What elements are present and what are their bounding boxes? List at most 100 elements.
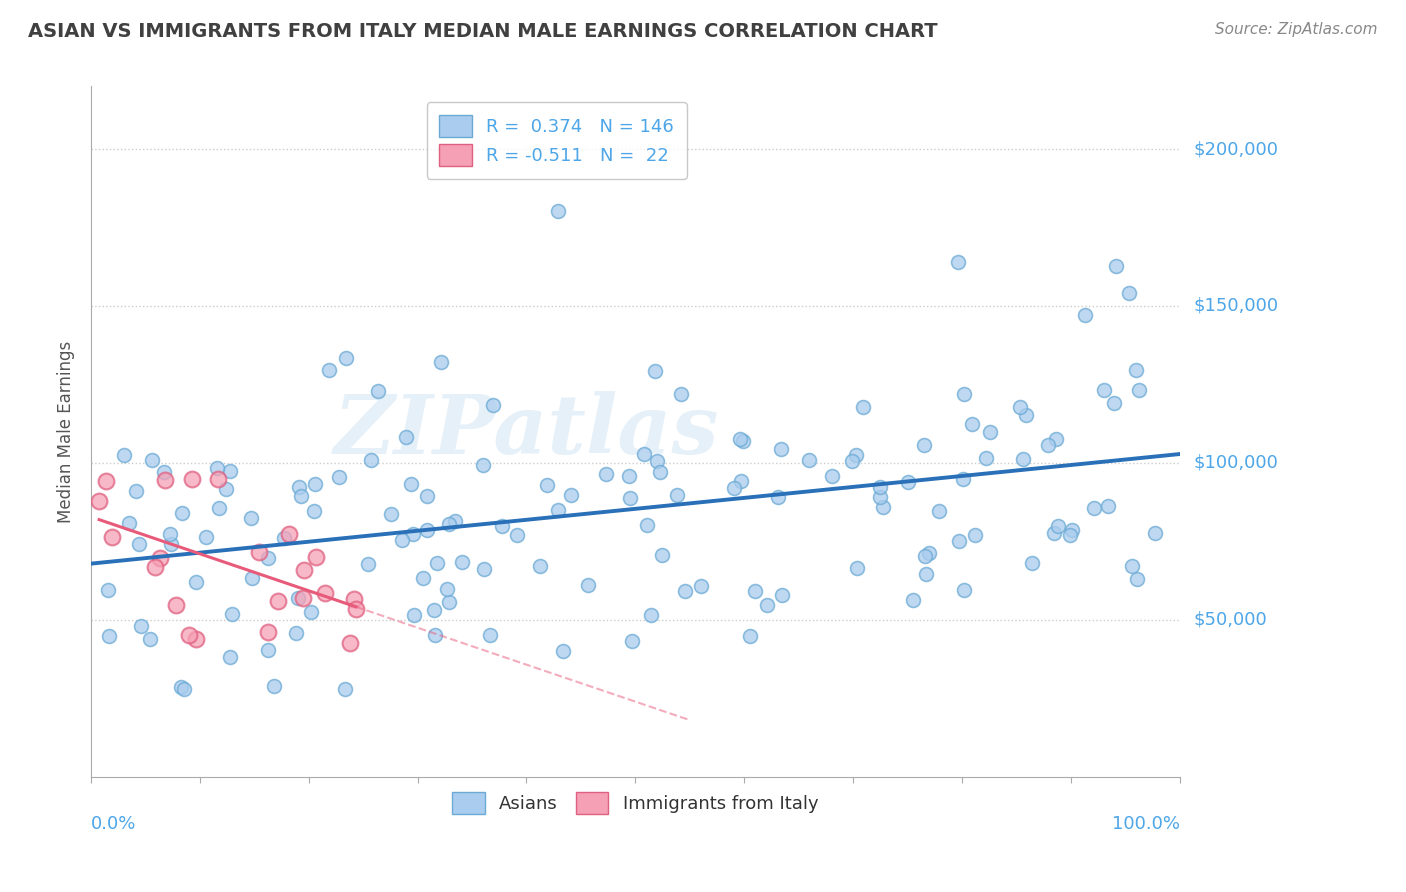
Point xyxy=(960,417,983,431)
Point xyxy=(128,537,150,551)
Point xyxy=(451,555,474,569)
Point xyxy=(124,483,146,498)
Point xyxy=(159,526,181,541)
Point xyxy=(333,681,356,696)
Point xyxy=(256,624,278,639)
Point xyxy=(416,489,439,503)
Point xyxy=(118,516,141,530)
Text: 100.0%: 100.0% xyxy=(1112,814,1180,832)
Point xyxy=(846,560,869,574)
Point xyxy=(360,453,382,467)
Point xyxy=(221,607,243,621)
Point xyxy=(1060,523,1083,537)
Point xyxy=(733,434,755,448)
Point xyxy=(474,562,496,576)
Point xyxy=(821,469,844,483)
Legend: Asians, Immigrants from Italy: Asians, Immigrants from Italy xyxy=(443,783,828,822)
Point xyxy=(399,477,422,491)
Point xyxy=(617,468,640,483)
Point xyxy=(391,533,413,547)
Point xyxy=(278,526,301,541)
Point xyxy=(285,625,308,640)
Point xyxy=(94,474,117,488)
Point xyxy=(666,488,689,502)
Text: Source: ZipAtlas.com: Source: ZipAtlas.com xyxy=(1215,22,1378,37)
Point xyxy=(436,582,458,597)
Point xyxy=(263,679,285,693)
Point xyxy=(1128,383,1150,397)
Text: $200,000: $200,000 xyxy=(1194,140,1278,158)
Point xyxy=(560,488,582,502)
Point xyxy=(595,467,617,481)
Point xyxy=(380,507,402,521)
Point xyxy=(918,546,941,560)
Point xyxy=(304,476,326,491)
Point xyxy=(1121,558,1143,573)
Point xyxy=(267,594,290,608)
Point xyxy=(273,531,295,545)
Point xyxy=(143,559,166,574)
Point xyxy=(415,523,437,537)
Point xyxy=(914,549,936,563)
Point xyxy=(335,351,357,365)
Point xyxy=(395,430,418,444)
Point xyxy=(481,398,503,412)
Point xyxy=(723,481,745,495)
Point xyxy=(912,438,935,452)
Point xyxy=(1074,309,1097,323)
Point xyxy=(170,506,193,520)
Point xyxy=(165,598,187,612)
Text: $50,000: $50,000 xyxy=(1194,611,1267,629)
Point xyxy=(471,458,494,472)
Point xyxy=(651,548,673,562)
Point xyxy=(98,629,121,643)
Text: $150,000: $150,000 xyxy=(1194,297,1278,315)
Point xyxy=(797,453,820,467)
Point xyxy=(160,536,183,550)
Point xyxy=(644,364,666,378)
Point xyxy=(547,203,569,218)
Point xyxy=(422,602,444,616)
Point xyxy=(1011,452,1033,467)
Point xyxy=(738,629,761,643)
Point xyxy=(636,517,658,532)
Point xyxy=(645,454,668,468)
Point xyxy=(186,575,208,590)
Point xyxy=(173,681,195,696)
Point xyxy=(195,530,218,544)
Point xyxy=(928,504,950,518)
Point xyxy=(257,550,280,565)
Point xyxy=(1125,572,1147,586)
Point xyxy=(1046,519,1069,533)
Point xyxy=(426,556,449,570)
Point xyxy=(1083,500,1105,515)
Point xyxy=(1021,557,1043,571)
Point xyxy=(529,559,551,574)
Point xyxy=(343,592,366,607)
Point xyxy=(963,528,986,542)
Point xyxy=(239,511,262,525)
Text: $100,000: $100,000 xyxy=(1194,454,1278,472)
Text: ASIAN VS IMMIGRANTS FROM ITALY MEDIAN MALE EARNINGS CORRELATION CHART: ASIAN VS IMMIGRANTS FROM ITALY MEDIAN MA… xyxy=(28,22,938,41)
Point xyxy=(536,477,558,491)
Point xyxy=(1059,527,1081,541)
Y-axis label: Median Male Earnings: Median Male Earnings xyxy=(58,341,75,523)
Point xyxy=(318,363,340,377)
Point xyxy=(845,448,868,462)
Point xyxy=(87,494,110,508)
Point xyxy=(578,578,600,592)
Point xyxy=(1015,408,1038,422)
Point xyxy=(139,632,162,647)
Point xyxy=(437,516,460,531)
Point xyxy=(423,627,446,641)
Point xyxy=(287,591,309,605)
Point xyxy=(302,504,325,518)
Point xyxy=(1045,433,1067,447)
Point xyxy=(344,602,367,616)
Point xyxy=(755,598,778,612)
Point xyxy=(872,500,894,514)
Point xyxy=(1038,438,1060,452)
Point xyxy=(207,471,229,485)
Point xyxy=(953,387,976,401)
Point xyxy=(841,454,863,468)
